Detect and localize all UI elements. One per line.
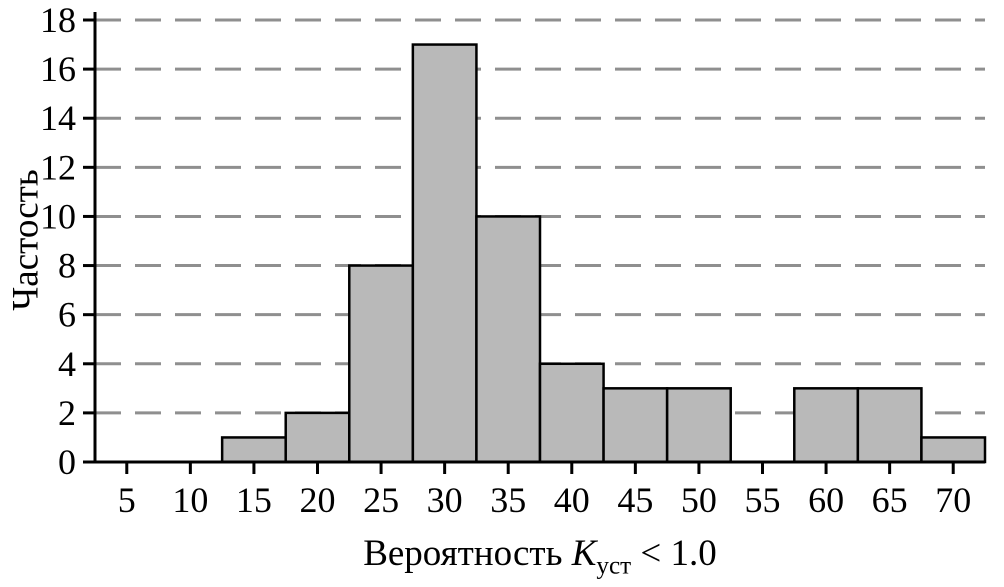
y-tick-label: 16 — [40, 49, 76, 89]
histogram-bar — [920, 436, 987, 464]
x-tick-label: 15 — [236, 480, 272, 520]
histogram-bar — [348, 264, 415, 464]
x-tick-label: 20 — [300, 480, 336, 520]
y-tick-label: 4 — [58, 344, 76, 384]
histogram-bar — [665, 387, 732, 464]
histogram-bar — [602, 387, 669, 464]
x-tick-label: 5 — [118, 480, 136, 520]
x-tick-label: 55 — [745, 480, 781, 520]
x-axis-title-subscript: уст — [596, 552, 632, 580]
y-tick-label: 2 — [58, 393, 76, 433]
y-axis-title: Частость — [5, 169, 47, 311]
histogram-bar — [284, 411, 351, 464]
histogram-bar — [793, 387, 860, 464]
histogram-bar — [411, 43, 478, 464]
histogram-bar — [220, 436, 287, 464]
x-axis-title-symbol: K — [571, 533, 597, 574]
x-tick-label: 35 — [490, 480, 526, 520]
x-tick-label: 25 — [363, 480, 399, 520]
x-axis-title-prefix: Вероятность — [363, 533, 572, 574]
y-tick-label: 0 — [58, 442, 76, 482]
histogram-bar — [475, 215, 542, 464]
histogram-bar — [538, 362, 605, 464]
x-tick-label: 45 — [617, 480, 653, 520]
x-tick-label: 30 — [427, 480, 463, 520]
y-tick-label: 6 — [58, 295, 76, 335]
x-tick-label: 60 — [808, 480, 844, 520]
y-tick-label: 12 — [40, 147, 76, 187]
x-tick-label: 50 — [681, 480, 717, 520]
x-tick-label: 10 — [172, 480, 208, 520]
y-tick-label: 10 — [40, 196, 76, 236]
x-tick-label: 70 — [935, 480, 971, 520]
x-axis-title-suffix: < 1.0 — [631, 533, 717, 574]
y-tick-label: 18 — [40, 0, 76, 40]
x-tick-label: 65 — [872, 480, 908, 520]
x-tick-label: 40 — [554, 480, 590, 520]
x-axis-title: Вероятность Kуст < 1.0 — [95, 532, 985, 578]
y-tick-label: 8 — [58, 246, 76, 286]
y-tick-label: 14 — [40, 98, 76, 138]
histogram-bar — [856, 387, 923, 464]
